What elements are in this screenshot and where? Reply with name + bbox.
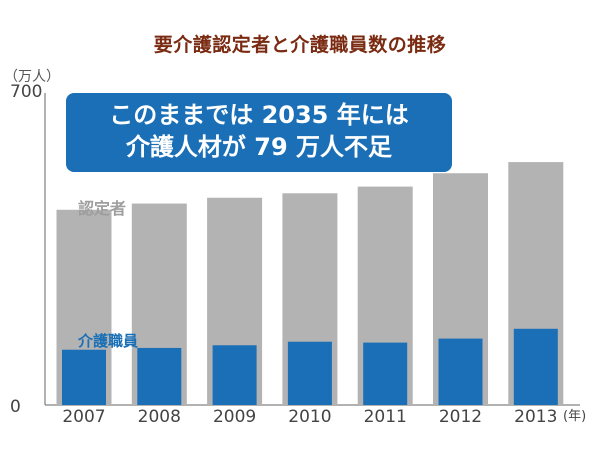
x-tick-label: 2010	[288, 407, 331, 427]
x-tick-label: 2011	[364, 407, 407, 427]
y-unit-label: （万人）	[4, 69, 60, 85]
series-label-staff: 介護職員	[77, 332, 138, 350]
chart-title: 要介護認定者と介護職員数の推移	[153, 34, 447, 56]
bar-staff-2007	[62, 349, 106, 405]
annotation-line-2: 介護人材が 79 万人不足	[125, 133, 393, 161]
x-tick-label: 2012	[439, 407, 482, 427]
x-unit-label: (年)	[563, 409, 586, 424]
bar-staff-2008	[137, 347, 182, 405]
bar-staff-2009	[212, 345, 257, 405]
y-tick-zero: 0	[10, 397, 21, 417]
bar-staff-2013	[513, 328, 558, 405]
bar-staff-2011	[363, 342, 408, 405]
x-tick-label: 2009	[213, 407, 256, 427]
x-tick-label: 2007	[62, 407, 105, 427]
x-tick-label: 2008	[138, 407, 181, 427]
annotation-line-1: このままでは 2035 年には	[109, 101, 409, 129]
x-tick-label: 2013	[514, 407, 557, 427]
annotation-banner: このままでは 2035 年には 介護人材が 79 万人不足	[66, 93, 452, 172]
y-tick-max: 700	[10, 82, 43, 102]
series-label-recipients: 認定者	[78, 199, 126, 218]
bar-staff-2012	[438, 338, 483, 405]
bar-staff-2010	[287, 341, 332, 405]
